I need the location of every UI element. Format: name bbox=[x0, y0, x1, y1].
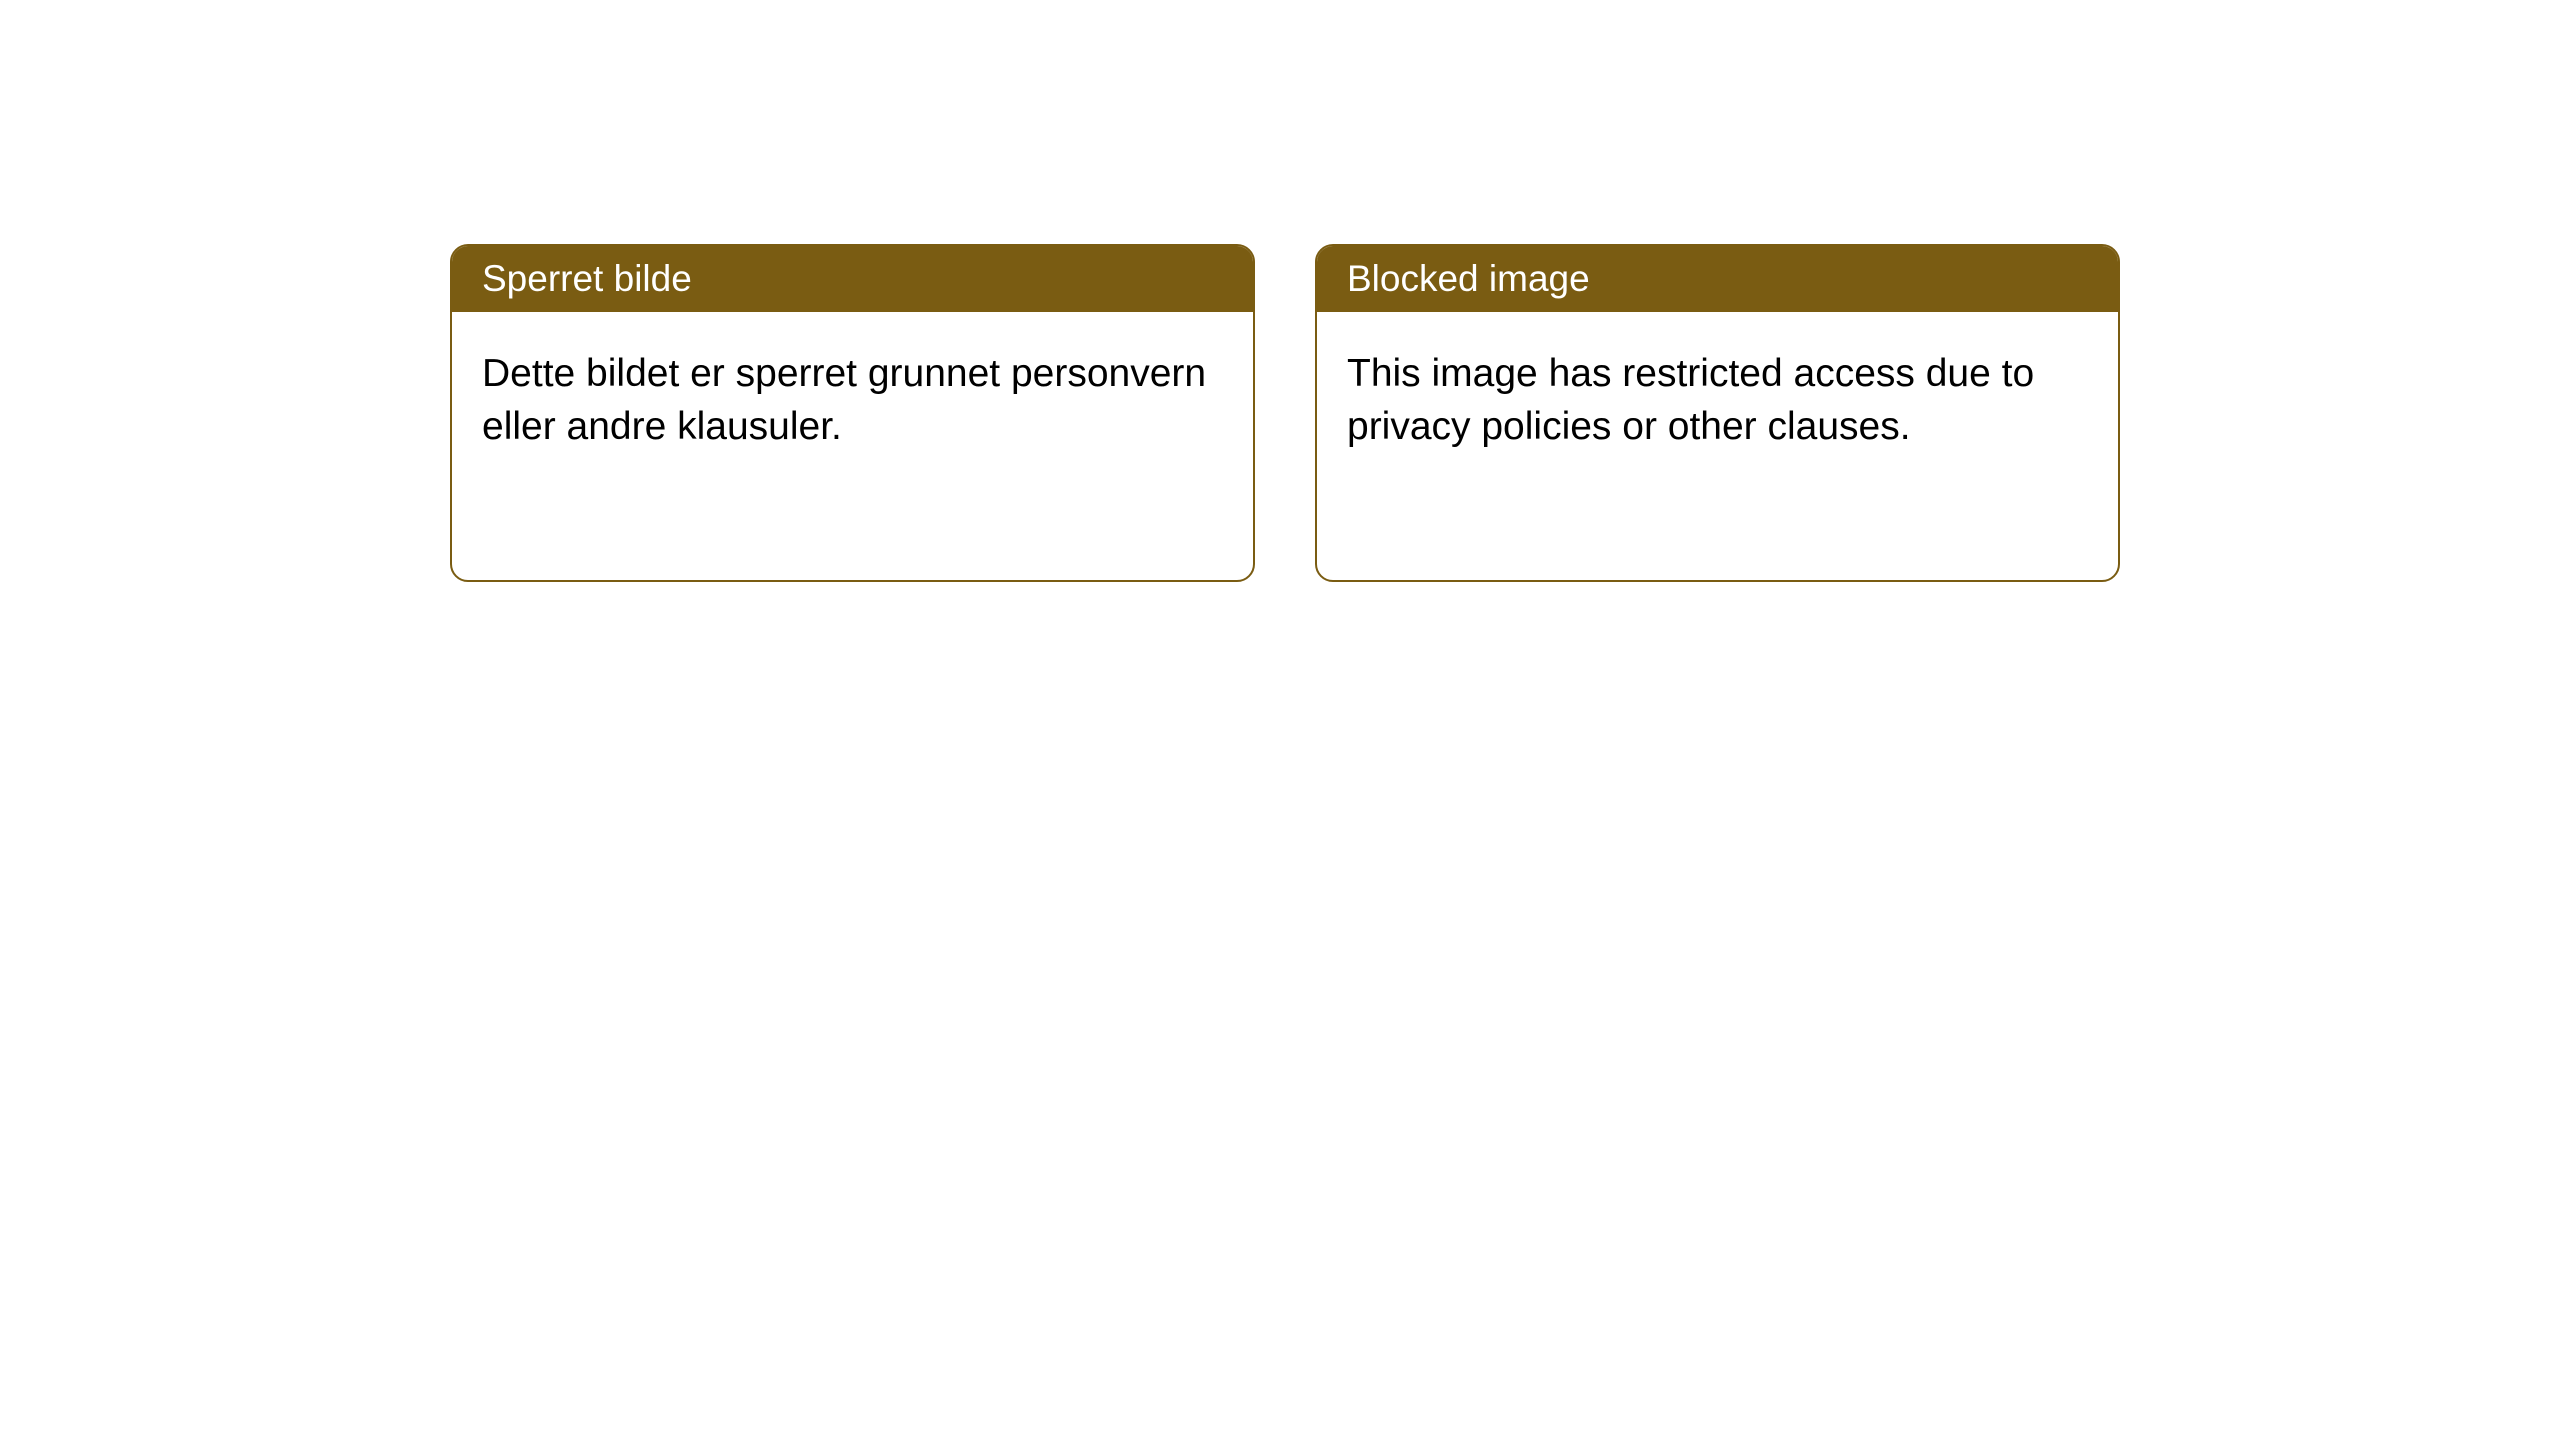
notice-title-en: Blocked image bbox=[1317, 246, 2118, 312]
notice-container: Sperret bilde Dette bildet er sperret gr… bbox=[450, 244, 2120, 582]
notice-body-no: Dette bildet er sperret grunnet personve… bbox=[452, 312, 1253, 489]
notice-card-no: Sperret bilde Dette bildet er sperret gr… bbox=[450, 244, 1255, 582]
notice-card-en: Blocked image This image has restricted … bbox=[1315, 244, 2120, 582]
notice-title-no: Sperret bilde bbox=[452, 246, 1253, 312]
notice-body-en: This image has restricted access due to … bbox=[1317, 312, 2118, 489]
